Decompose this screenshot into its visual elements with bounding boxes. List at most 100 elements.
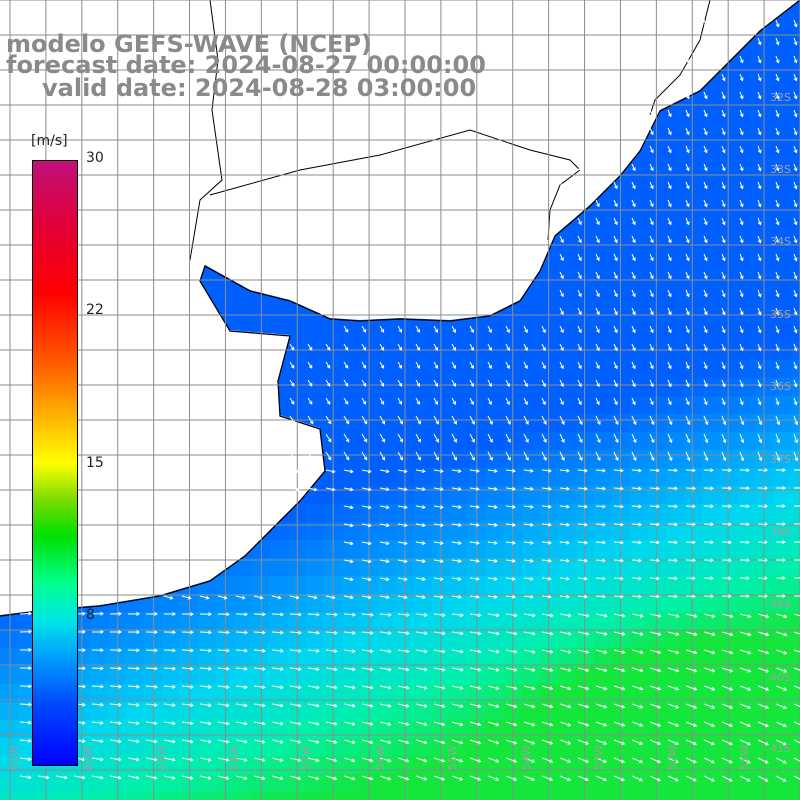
wind-arrow	[703, 145, 708, 153]
wind-arrow	[271, 739, 283, 743]
wind-arrow	[775, 145, 779, 153]
wind-arrow-head	[614, 383, 618, 388]
wind-arrow-head	[775, 239, 780, 244]
wind-arrow-head	[351, 667, 356, 672]
wind-arrow	[757, 217, 761, 225]
wind-arrow-head	[326, 364, 331, 369]
wind-arrow-head	[475, 469, 480, 473]
wind-arrow	[415, 613, 427, 616]
wind-arrow-head	[172, 612, 176, 616]
wind-arrow	[415, 433, 421, 443]
wind-arrow-head	[578, 221, 582, 226]
wind-arrow	[757, 415, 762, 425]
wind-arrow-head	[477, 613, 482, 618]
wind-arrow-head	[650, 257, 654, 262]
wind-arrow	[667, 379, 672, 387]
wind-arrow-head	[439, 595, 444, 600]
wind-arrow-head	[387, 722, 392, 726]
wind-arrow	[577, 271, 582, 279]
wind-arrow	[487, 613, 499, 617]
wind-arrow-head	[721, 329, 726, 334]
wind-arrow	[721, 37, 726, 45]
wind-arrow-head	[728, 759, 733, 764]
wind-arrow	[271, 757, 283, 762]
wind-arrow-head	[632, 383, 636, 388]
wind-arrow-head	[99, 739, 104, 744]
wind-arrow-head	[441, 667, 446, 672]
wind-arrow-head	[596, 77, 600, 82]
wind-arrow-head	[495, 631, 500, 636]
wind-arrow-head	[721, 293, 726, 298]
wind-arrow-head	[602, 576, 606, 581]
wind-arrow-head	[136, 702, 140, 707]
wind-arrow-head	[757, 59, 762, 64]
wind-arrow	[631, 415, 637, 425]
wind-arrow	[667, 199, 672, 207]
wind-arrow	[649, 595, 660, 598]
wind-arrow-head	[190, 666, 194, 671]
wind-arrow-head	[421, 541, 426, 546]
wind-arrow	[397, 415, 403, 425]
wind-arrow-head	[703, 257, 708, 262]
wind-arrow	[649, 559, 660, 562]
wind-arrow	[415, 379, 420, 387]
wind-arrow	[595, 541, 606, 544]
wind-arrow-head	[711, 705, 716, 709]
lat-label-35S: 35S	[770, 308, 791, 321]
wind-arrow	[505, 721, 517, 726]
wind-arrow-head	[686, 203, 690, 208]
wind-arrow	[613, 577, 624, 580]
wind-arrow	[523, 577, 533, 580]
wind-arrow	[469, 379, 474, 387]
wind-arrow	[109, 757, 121, 761]
wind-arrow-head	[668, 439, 673, 444]
wind-arrow	[631, 19, 636, 27]
wind-arrow-head	[686, 311, 690, 316]
wind-arrow-head	[369, 776, 374, 781]
wind-arrow-head	[668, 131, 672, 136]
wind-arrow	[163, 757, 175, 761]
wind-arrow	[451, 757, 463, 762]
wind-arrow	[613, 595, 624, 598]
wind-arrow-head	[757, 401, 762, 406]
wind-arrow-head	[656, 486, 660, 491]
wind-arrow-head	[686, 401, 690, 406]
wind-arrow-head	[783, 650, 788, 655]
wind-arrow	[343, 739, 355, 744]
wind-arrow-head	[225, 685, 230, 690]
wind-arrow	[541, 505, 551, 508]
wind-arrow	[289, 361, 295, 369]
wind-arrow	[685, 19, 690, 27]
wind-arrow-head	[262, 630, 266, 635]
wind-arrow	[739, 361, 744, 369]
wind-arrow-head	[298, 630, 302, 635]
wind-arrow-head	[620, 576, 624, 581]
wind-arrow	[505, 415, 511, 425]
wind-arrow-head	[703, 293, 708, 298]
wind-arrow-head	[686, 457, 691, 462]
wind-arrow	[667, 775, 679, 782]
wind-arrow	[721, 361, 726, 369]
wind-arrow-head	[585, 704, 590, 709]
wind-arrow	[307, 451, 314, 460]
wind-arrow	[127, 757, 139, 761]
wind-arrow	[343, 595, 353, 599]
wind-arrow	[613, 145, 618, 153]
wind-arrow-head	[621, 613, 626, 618]
wind-arrow-head	[548, 558, 552, 563]
wind-arrow	[631, 109, 636, 117]
wind-arrow-head	[729, 650, 734, 655]
wind-arrow-head	[746, 778, 751, 782]
colorbar	[32, 160, 78, 766]
lat-label-40S: 40S	[770, 671, 791, 684]
wind-arrow-head	[439, 559, 444, 564]
wind-arrow	[469, 685, 481, 689]
wind-arrow	[559, 595, 570, 598]
wind-arrow	[379, 649, 391, 653]
wind-arrow	[577, 397, 582, 405]
wind-arrow	[19, 721, 32, 724]
wind-arrow	[91, 757, 103, 761]
wind-arrow-head	[721, 221, 726, 226]
wind-arrow-head	[457, 487, 462, 491]
wind-arrow-head	[686, 329, 690, 334]
